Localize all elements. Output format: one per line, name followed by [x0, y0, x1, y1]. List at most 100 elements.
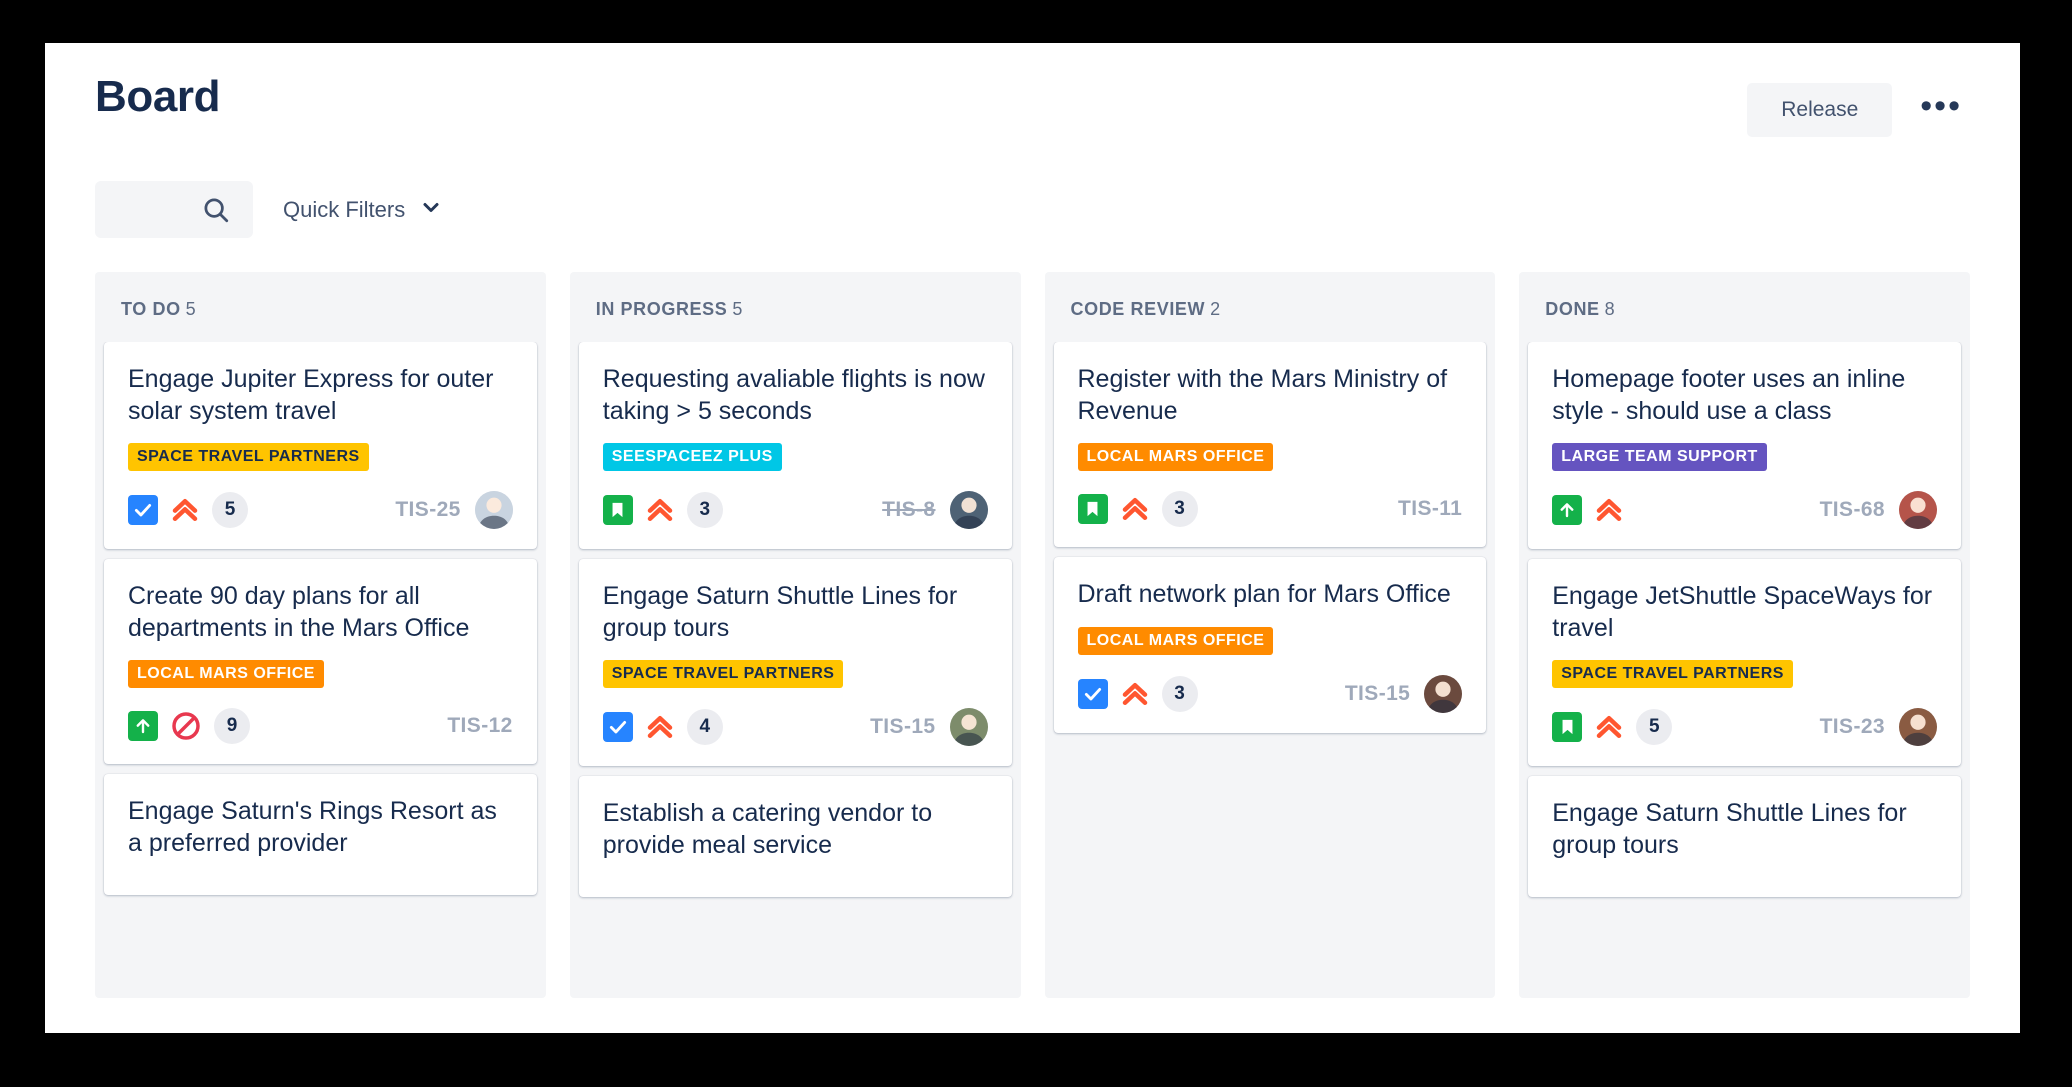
issue-card[interactable]: Draft network plan for Mars Office LOCAL … [1053, 557, 1487, 733]
board-column-inprogress: IN PROGRESS 5 Requesting avaliable flights… [569, 272, 1021, 998]
story-bookmark-icon [1077, 494, 1108, 524]
priority-highest-icon [645, 495, 675, 525]
issue-card-footer: TIS-68 [1552, 491, 1937, 529]
issue-epic-label[interactable]: LOCAL MARS OFFICE [128, 660, 324, 688]
issue-card-footer: 3 TIS-11 [1077, 491, 1463, 527]
avatar-dark-hair-woman[interactable] [1424, 674, 1463, 713]
board-header: Board Release ••• [45, 43, 2020, 137]
avatar-woman-red[interactable] [1899, 491, 1937, 529]
story-points-badge: 3 [1161, 491, 1198, 527]
issue-meta-left: 5 [128, 492, 248, 528]
issue-key[interactable]: TIS-8 [882, 498, 936, 521]
board-columns: TO DO 5 Engage Jupiter Express for outer s… [45, 238, 2020, 998]
issue-card[interactable]: Register with the Mars Ministry of Reven… [1053, 342, 1487, 547]
column-count: 2 [1210, 299, 1221, 319]
column-body-todo: Engage Jupiter Express for outer solar s… [95, 342, 546, 998]
issue-title: Engage Jupiter Express for outer solar s… [128, 365, 494, 425]
search-input[interactable] [95, 181, 253, 238]
column-count: 8 [1604, 299, 1616, 319]
avatar-smiling-man[interactable] [474, 491, 513, 529]
column-name: IN PROGRESS [595, 299, 728, 319]
issue-card[interactable]: Requesting avaliable flights is now taki… [578, 342, 1012, 549]
issue-epic-label[interactable]: SPACE TRAVEL PARTNERS [1552, 660, 1793, 688]
issue-key[interactable]: TIS-23 [1819, 715, 1885, 738]
priority-highest-icon [1594, 495, 1624, 525]
issue-title: Engage Saturn Shuttle Lines for group to… [1552, 799, 1907, 859]
issue-epic-label[interactable]: LARGE TEAM SUPPORT [1552, 443, 1767, 471]
board-toolbar: Quick Filters [45, 137, 2020, 238]
issue-meta-left: 5 [1552, 709, 1673, 745]
task-checkbox-icon [1077, 678, 1108, 709]
priority-highest-icon [1120, 494, 1150, 524]
story-points-badge: 3 [1161, 675, 1198, 712]
column-header-codereview[interactable]: CODE REVIEW 2 [1044, 272, 1496, 342]
issue-epic-label[interactable]: SPACE TRAVEL PARTNERS [602, 660, 844, 688]
story-points-badge: 9 [214, 708, 250, 744]
issue-meta-left: 9 [128, 708, 250, 744]
issue-key[interactable]: TIS-25 [395, 498, 461, 521]
issue-meta-right: TIS-12 [447, 714, 512, 738]
board-app: Board Release ••• Quick Filters TO DO 5 En… [45, 43, 2020, 1033]
issue-title: Requesting avaliable flights is now taki… [602, 365, 985, 425]
issue-meta-right: TIS-15 [870, 708, 988, 746]
more-options-icon[interactable]: ••• [1912, 89, 1970, 130]
issue-card[interactable]: Establish a catering vendor to provide m… [578, 776, 1012, 897]
page-title: Board [95, 72, 221, 121]
column-count: 5 [185, 299, 197, 319]
issue-card[interactable]: Engage Saturn's Rings Resort as a prefer… [104, 774, 537, 895]
issue-meta-left [1552, 495, 1624, 525]
story-points-badge: 4 [686, 709, 723, 745]
board-column-codereview: CODE REVIEW 2 Register with the Mars Minis… [1044, 272, 1496, 998]
issue-card[interactable]: Engage Saturn Shuttle Lines for group to… [578, 559, 1012, 766]
issue-card[interactable]: Create 90 day plans for all departments … [104, 559, 537, 764]
avatar-bald-man[interactable] [949, 491, 988, 529]
issue-key[interactable]: TIS-15 [870, 715, 936, 738]
quick-filters-dropdown[interactable]: Quick Filters [283, 195, 443, 224]
issue-title: Register with the Mars Ministry of Reven… [1077, 365, 1448, 425]
issue-key[interactable]: TIS-12 [447, 714, 513, 737]
column-header-done[interactable]: DONE 8 [1519, 272, 1970, 342]
priority-highest-icon [1120, 679, 1150, 709]
issue-epic-label[interactable]: LOCAL MARS OFFICE [1077, 626, 1274, 655]
column-name: TO DO [121, 299, 181, 319]
column-body-done: Homepage footer uses an inline style - s… [1519, 342, 1970, 998]
avatar-man-hat[interactable] [949, 708, 988, 746]
column-body-inprogress: Requesting avaliable flights is now taki… [569, 342, 1021, 998]
issue-title: Create 90 day plans for all departments … [128, 582, 470, 642]
issue-key[interactable]: TIS-11 [1397, 497, 1463, 520]
issue-card[interactable]: Engage Jupiter Express for outer solar s… [104, 342, 537, 549]
priority-highest-icon [1594, 712, 1624, 742]
issue-epic-label[interactable]: LOCAL MARS OFFICE [1077, 443, 1274, 471]
issue-meta-left: 3 [1077, 675, 1198, 712]
story-bookmark-icon [602, 495, 633, 525]
column-header-todo[interactable]: TO DO 5 [95, 272, 546, 342]
issue-card-footer: 3 TIS-8 [602, 491, 988, 529]
column-body-codereview: Register with the Mars Ministry of Reven… [1044, 342, 1496, 998]
task-checkbox-icon [128, 495, 158, 525]
issue-card[interactable]: Homepage footer uses an inline style - s… [1528, 342, 1961, 549]
column-header-inprogress[interactable]: IN PROGRESS 5 [569, 272, 1021, 342]
issue-key[interactable]: TIS-15 [1344, 681, 1411, 705]
issue-meta-right: TIS-11 [1398, 497, 1462, 521]
chevron-down-icon [419, 195, 443, 224]
issue-card[interactable]: Engage Saturn Shuttle Lines for group to… [1528, 776, 1961, 897]
issue-epic-label[interactable]: SPACE TRAVEL PARTNERS [128, 443, 369, 471]
issue-card-footer: 5 TIS-25 [128, 491, 513, 529]
issue-card-footer: 3 TIS-15 [1077, 674, 1463, 713]
issue-card[interactable]: Engage JetShuttle SpaceWays for travel SP… [1528, 559, 1961, 766]
issue-key[interactable]: TIS-68 [1819, 498, 1885, 521]
issue-title: Draft network plan for Mars Office [1077, 580, 1451, 608]
issue-epic-label[interactable]: SEESPACEEZ PLUS [602, 443, 782, 471]
issue-title: Engage Saturn's Rings Resort as a prefer… [128, 797, 497, 857]
story-points-badge: 5 [212, 492, 248, 528]
column-count: 5 [732, 299, 743, 319]
column-name: CODE REVIEW [1070, 299, 1206, 319]
search-icon [201, 195, 231, 225]
issue-title: Engage JetShuttle SpaceWays for travel [1552, 582, 1933, 642]
avatar-brown-hair-woman[interactable] [1899, 708, 1937, 746]
priority-highest-icon [645, 712, 675, 742]
release-button[interactable]: Release [1747, 83, 1893, 137]
story-bookmark-icon [1552, 712, 1583, 742]
issue-meta-left: 3 [1077, 491, 1198, 527]
issue-card-footer: 5 TIS-23 [1552, 708, 1937, 746]
